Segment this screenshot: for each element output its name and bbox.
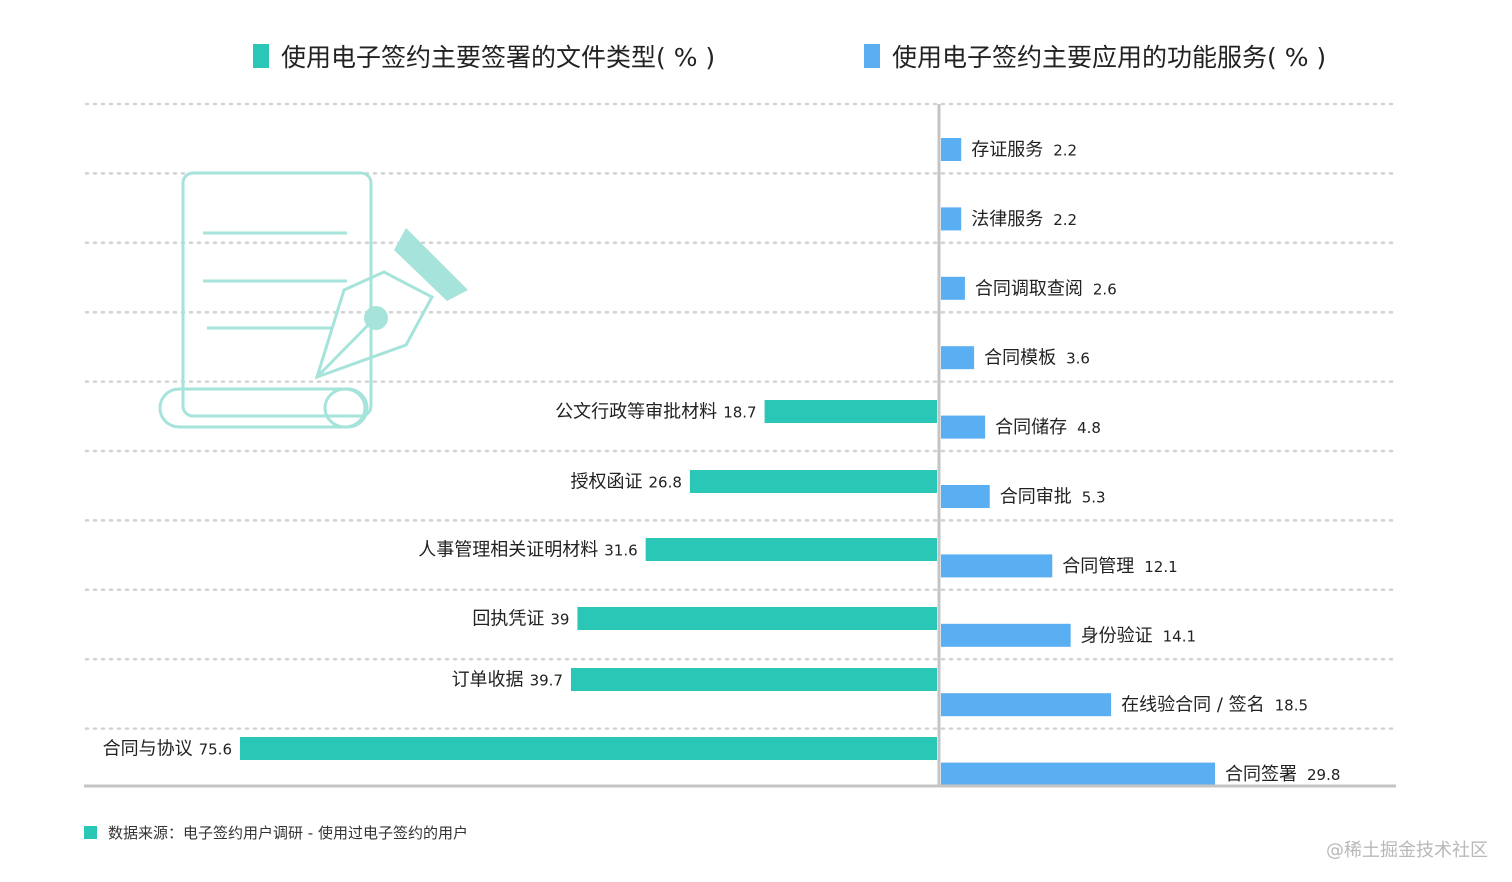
- right-bar-label: 合同签署 29.8: [1225, 764, 1340, 785]
- right-bar: [941, 485, 990, 508]
- source-note-text: 数据来源：电子签约用户调研 - 使用过电子签约的用户: [108, 824, 468, 842]
- legend-left-swatch: [253, 44, 269, 68]
- right-bars: 存证服务 2.2 法律服务 2.2 合同调取查阅 2.6 合同模板 3.6 合同储存 4.8 合同审…: [941, 138, 1340, 786]
- left-bars: 公文行政等审批材料 18.7 授权函证 26.8 人事管理相关证明材料 31.6 回执凭证 3…: [103, 400, 937, 760]
- left-chart-title: 使用电子签约主要签署的文件类型( % ): [281, 43, 716, 72]
- right-bar: [941, 346, 975, 370]
- right-bar-label: 合同模板 3.6: [984, 348, 1090, 369]
- left-bar: [577, 607, 937, 630]
- left-bar: [645, 538, 937, 561]
- right-bar: [941, 415, 986, 439]
- document-with-pen-icon: [158, 171, 468, 429]
- source-note-swatch: [84, 826, 97, 839]
- legend-right-swatch: [864, 44, 880, 68]
- right-bar-label: 身份验证 14.1: [1081, 625, 1196, 646]
- legend-right: 使用电子签约主要应用的功能服务( % ): [864, 38, 1326, 74]
- left-bar: [240, 737, 937, 760]
- right-bar-label: 法律服务 2.2: [971, 209, 1077, 230]
- left-bar: [689, 470, 937, 493]
- legend-left: 使用电子签约主要签署的文件类型( % ): [253, 38, 715, 74]
- right-bar-label: 在线验合同 / 签名 18.5: [1121, 695, 1308, 716]
- left-bar: [764, 400, 937, 423]
- right-bar: [941, 693, 1112, 717]
- left-bar-label: 人事管理相关证明材料 31.6: [418, 540, 637, 561]
- left-bar: [570, 668, 937, 691]
- right-bar: [941, 276, 965, 300]
- right-bar-label: 存证服务 2.2: [971, 140, 1077, 161]
- left-bar-label: 公文行政等审批材料 18.7: [555, 402, 756, 423]
- right-bar-label: 合同储存 4.8: [995, 417, 1101, 438]
- right-bar: [941, 207, 962, 231]
- watermark: @稀土掘金技术社区: [1326, 840, 1488, 861]
- right-bar-label: 合同管理 12.1: [1062, 556, 1177, 577]
- right-chart-title: 使用电子签约主要应用的功能服务( % ): [892, 43, 1327, 72]
- right-bar: [941, 554, 1053, 578]
- left-bar-label: 订单收据 39.7: [452, 670, 563, 691]
- left-bar-label: 回执凭证 39: [472, 609, 569, 630]
- source-note: 数据来源：电子签约用户调研 - 使用过电子签约的用户: [84, 822, 468, 843]
- right-bar: [941, 138, 962, 161]
- left-bar-label: 授权函证 26.8: [571, 472, 682, 493]
- right-bar-label: 合同审批 5.3: [1000, 487, 1106, 508]
- right-bar-label: 合同调取查阅 2.6: [975, 278, 1117, 299]
- right-bar: [941, 623, 1071, 647]
- left-bar-label: 合同与协议 75.6: [103, 739, 232, 760]
- right-bar: [941, 762, 1215, 786]
